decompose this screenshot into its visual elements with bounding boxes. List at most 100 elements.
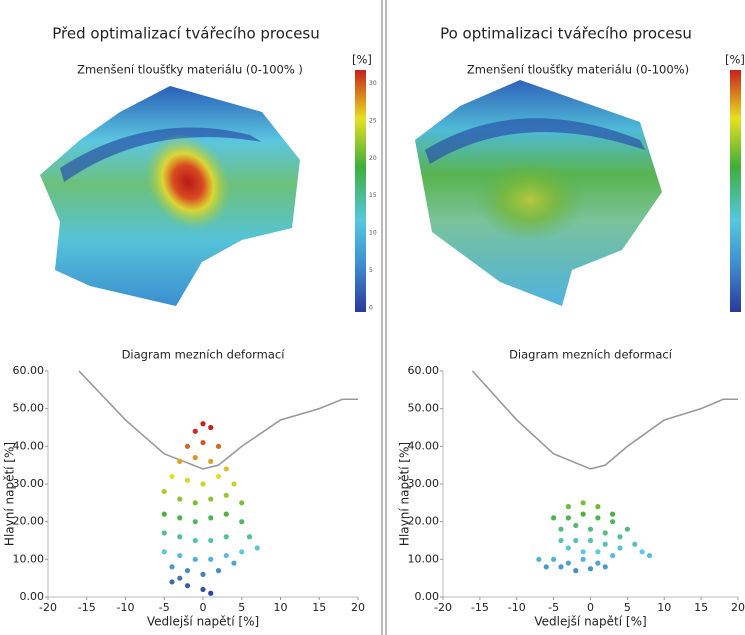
x-tick-label: 5 [624,601,631,614]
strain-point [223,511,229,517]
x-tick-label: 15 [312,601,326,614]
strain-point [595,515,601,521]
strain-point [200,586,206,593]
strain-point [246,534,253,540]
panel-title: Po optimalizaci tvářecího procesu [440,25,692,43]
x-tick-label: -5 [548,601,559,614]
strain-point [580,556,586,562]
strain-point [208,590,214,596]
strain-point [231,481,237,487]
colorbar-tick-label: 0 [369,305,373,312]
strain-point [223,492,229,498]
strain-point [177,515,183,521]
limit-curve [471,370,738,470]
strain-point [536,556,542,562]
strain-point [184,443,191,449]
strain-point [177,534,183,540]
strain-point [595,504,601,510]
strain-point [587,566,594,572]
strain-point [558,537,564,544]
thickness-map [40,86,300,306]
y-axis-label: Hlavní napětí [%] [3,442,17,546]
strain-point [208,537,214,544]
strain-point [602,530,608,536]
x-tick-label: 10 [657,601,671,614]
strain-point [192,500,198,506]
strain-point [215,473,222,480]
x-axis-label: Vedlejší napětí [%] [534,615,646,629]
y-tick-label: 10.00 [13,552,45,565]
thickness-map [415,80,662,306]
colorbar-unit: [%] [352,53,372,67]
map-title: Zmenšení tloušťky materiálu (0-100% ) [77,63,303,77]
strain-point [595,560,601,566]
colorbar-tick-label: 20 [369,155,377,162]
strain-point [208,458,214,464]
strain-point [624,526,630,532]
strain-point [223,534,229,540]
strain-point [215,443,222,449]
strain-point [169,579,175,585]
y-tick-label: 50.00 [408,402,440,415]
strain-point [161,511,167,517]
strain-point [573,537,579,544]
colorbar-tick-label: 25 [369,117,377,124]
strain-point [587,526,594,532]
strain-point [573,568,579,574]
strain-point [177,496,183,502]
colorbar-tick-label: 30 [369,80,377,87]
map-title: Zmenšení tloušťky materiálu (0-100%) [467,63,689,77]
strain-point [254,545,260,551]
strain-point [208,515,214,521]
colorbar [730,70,741,312]
strain-point [177,575,183,581]
strain-point [192,428,198,434]
strain-point [161,549,167,555]
fld-chart: Diagram mezních deformací Vedlejší napětí… [398,348,745,629]
x-tick-label: 0 [587,601,594,614]
strain-point [208,556,214,562]
strain-point [184,477,191,483]
strain-point [587,537,594,544]
strain-point [610,519,616,525]
y-tick-label: 40.00 [13,439,45,452]
x-tick-label: 15 [694,601,708,614]
colorbar-tick-label: 10 [369,230,377,237]
y-tick-label: 50.00 [13,402,45,415]
x-tick-label: -20 [434,601,452,614]
strain-point [184,568,191,574]
strain-point [215,568,222,574]
y-axis-label: Hlavní napětí [%] [398,442,412,546]
y-tick-label: 60.00 [408,364,440,377]
strain-point [639,549,645,555]
strain-point [580,549,586,555]
limit-curve [78,370,358,470]
strain-point [558,564,564,570]
y-tick-label: 30.00 [13,477,45,490]
strain-point [161,488,167,495]
strain-point [231,560,237,566]
strain-point [192,455,198,461]
strain-point [565,545,571,551]
strain-point [565,504,571,510]
strain-point [602,541,608,547]
strain-point [565,560,571,566]
strain-point [169,564,175,570]
strain-point [184,583,191,589]
strain-point [200,421,206,427]
strain-point [617,545,623,551]
strain-point [200,571,206,578]
strain-point [208,496,214,502]
strain-point [565,515,571,521]
fld-chart: Diagram mezních deformací Vedlejší napětí… [3,348,366,629]
x-tick-label: -15 [471,601,489,614]
chart-title: Diagram mezních deformací [509,348,673,362]
colorbar-tick-label: 15 [369,192,377,199]
y-tick-label: 10.00 [408,552,440,565]
strain-point [632,541,638,547]
y-tick-label: 40.00 [408,439,440,452]
chart-title: Diagram mezních deformací [122,348,286,362]
strain-point [602,564,608,570]
strain-point [169,473,175,480]
x-tick-label: 20 [351,601,365,614]
